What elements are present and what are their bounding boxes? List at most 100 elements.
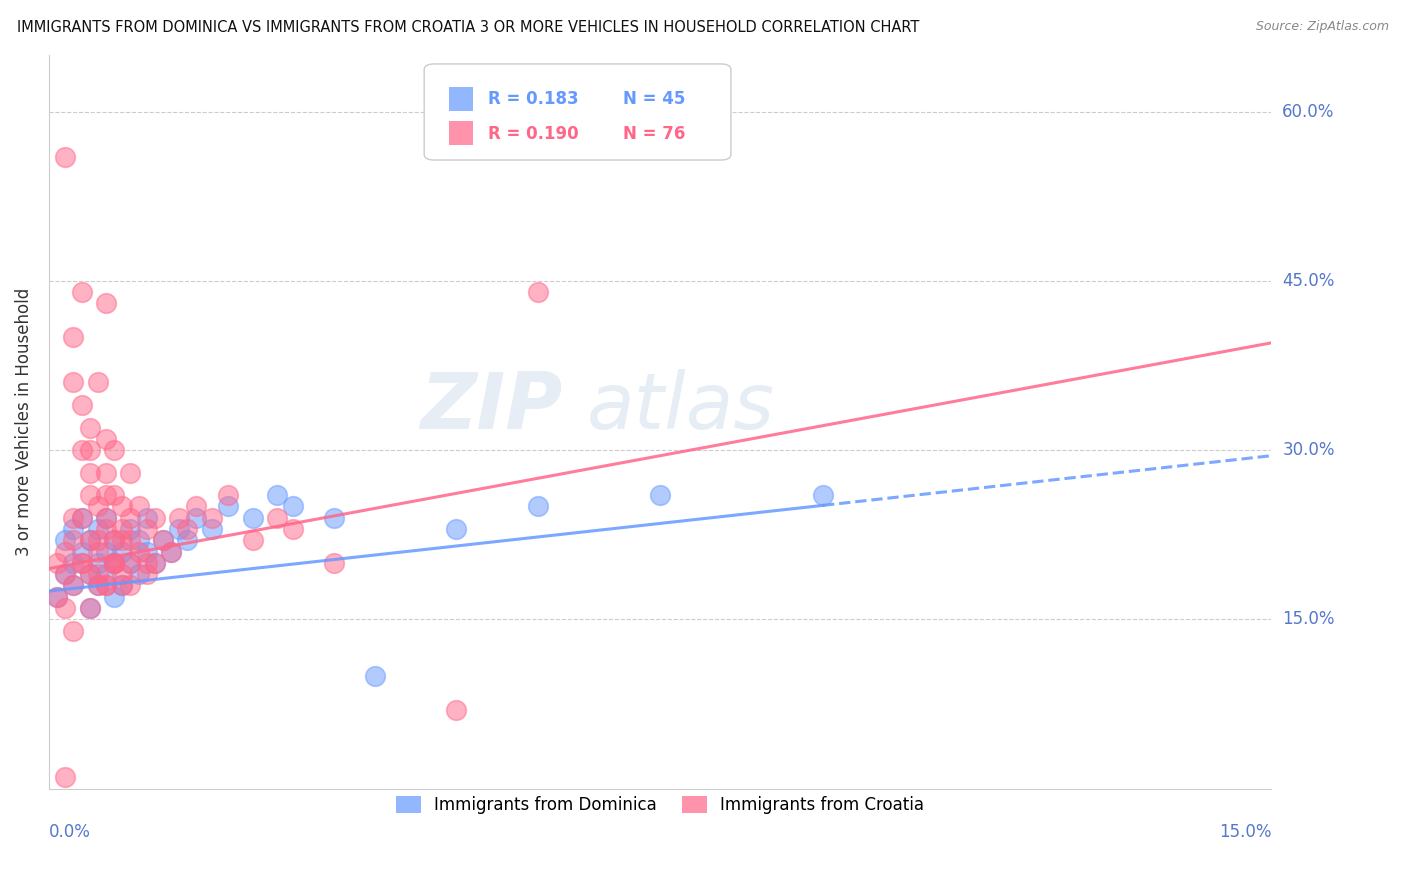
Immigrants from Croatia — [62, 376, 84, 390]
FancyBboxPatch shape — [425, 64, 731, 160]
Immigrants from Croatia — [94, 466, 117, 480]
Immigrants from Croatia — [135, 567, 157, 582]
Immigrants from Dominica — [283, 500, 305, 514]
Immigrants from Croatia — [70, 398, 93, 412]
Immigrants from Croatia — [53, 770, 76, 784]
Immigrants from Croatia — [323, 556, 346, 570]
Text: Source: ZipAtlas.com: Source: ZipAtlas.com — [1256, 20, 1389, 33]
Immigrants from Dominica — [128, 567, 150, 582]
Immigrants from Croatia — [120, 510, 142, 524]
Immigrants from Dominica — [446, 522, 468, 536]
Text: 0.0%: 0.0% — [49, 823, 91, 841]
Immigrants from Croatia — [103, 443, 125, 458]
Immigrants from Croatia — [62, 624, 84, 638]
Immigrants from Dominica — [184, 510, 207, 524]
Immigrants from Dominica — [103, 533, 125, 548]
Immigrants from Croatia — [184, 500, 207, 514]
Immigrants from Croatia — [446, 703, 468, 717]
Immigrants from Dominica — [94, 510, 117, 524]
Immigrants from Croatia — [94, 296, 117, 310]
Immigrants from Dominica — [70, 510, 93, 524]
Immigrants from Croatia — [217, 488, 239, 502]
Immigrants from Croatia — [70, 443, 93, 458]
Text: atlas: atlas — [586, 369, 775, 445]
Immigrants from Croatia — [103, 556, 125, 570]
Immigrants from Dominica — [87, 522, 110, 536]
Immigrants from Dominica — [364, 669, 387, 683]
Immigrants from Dominica — [527, 500, 550, 514]
Immigrants from Croatia — [527, 285, 550, 299]
Immigrants from Croatia — [120, 533, 142, 548]
Immigrants from Croatia — [70, 285, 93, 299]
Text: 60.0%: 60.0% — [1282, 103, 1334, 120]
Immigrants from Croatia — [111, 500, 134, 514]
Immigrants from Croatia — [87, 578, 110, 592]
Immigrants from Dominica — [53, 533, 76, 548]
Immigrants from Dominica — [811, 488, 834, 502]
Immigrants from Croatia — [94, 488, 117, 502]
Immigrants from Croatia — [143, 510, 166, 524]
Immigrants from Croatia — [79, 488, 101, 502]
Immigrants from Croatia — [111, 578, 134, 592]
Bar — [449, 87, 472, 111]
Immigrants from Dominica — [79, 533, 101, 548]
Immigrants from Dominica — [111, 544, 134, 558]
Immigrants from Croatia — [79, 443, 101, 458]
Immigrants from Croatia — [135, 522, 157, 536]
Immigrants from Croatia — [111, 533, 134, 548]
Legend: Immigrants from Dominica, Immigrants from Croatia: Immigrants from Dominica, Immigrants fro… — [389, 789, 931, 821]
Immigrants from Croatia — [128, 500, 150, 514]
Immigrants from Croatia — [143, 556, 166, 570]
Text: N = 76: N = 76 — [623, 125, 686, 143]
Immigrants from Croatia — [94, 510, 117, 524]
Immigrants from Croatia — [79, 533, 101, 548]
Immigrants from Dominica — [103, 556, 125, 570]
Immigrants from Dominica — [135, 544, 157, 558]
Immigrants from Dominica — [176, 533, 198, 548]
Immigrants from Croatia — [87, 544, 110, 558]
Text: ZIP: ZIP — [420, 369, 562, 445]
Immigrants from Dominica — [87, 556, 110, 570]
Immigrants from Croatia — [62, 578, 84, 592]
Immigrants from Dominica — [201, 522, 224, 536]
Immigrants from Croatia — [94, 578, 117, 592]
Immigrants from Croatia — [94, 432, 117, 446]
Text: R = 0.183: R = 0.183 — [488, 90, 578, 108]
Immigrants from Dominica — [53, 567, 76, 582]
Immigrants from Croatia — [128, 544, 150, 558]
Immigrants from Dominica — [62, 578, 84, 592]
Immigrants from Dominica — [323, 510, 346, 524]
Immigrants from Croatia — [152, 533, 174, 548]
Immigrants from Croatia — [176, 522, 198, 536]
Immigrants from Dominica — [648, 488, 671, 502]
Immigrants from Dominica — [266, 488, 288, 502]
Immigrants from Dominica — [62, 522, 84, 536]
Immigrants from Croatia — [87, 567, 110, 582]
Immigrants from Dominica — [87, 578, 110, 592]
Immigrants from Dominica — [79, 601, 101, 615]
Immigrants from Croatia — [242, 533, 264, 548]
Immigrants from Croatia — [79, 601, 101, 615]
Immigrants from Croatia — [46, 590, 69, 604]
Immigrants from Croatia — [160, 544, 183, 558]
Immigrants from Croatia — [94, 522, 117, 536]
Immigrants from Croatia — [103, 533, 125, 548]
Immigrants from Croatia — [70, 556, 93, 570]
Immigrants from Croatia — [103, 556, 125, 570]
Text: 15.0%: 15.0% — [1282, 610, 1334, 628]
Immigrants from Croatia — [53, 150, 76, 164]
Immigrants from Dominica — [217, 500, 239, 514]
Immigrants from Dominica — [103, 590, 125, 604]
Immigrants from Croatia — [201, 510, 224, 524]
Immigrants from Croatia — [283, 522, 305, 536]
Immigrants from Dominica — [94, 567, 117, 582]
Text: 15.0%: 15.0% — [1219, 823, 1271, 841]
Text: 30.0%: 30.0% — [1282, 441, 1334, 459]
Immigrants from Croatia — [87, 533, 110, 548]
Immigrants from Croatia — [87, 376, 110, 390]
Text: N = 45: N = 45 — [623, 90, 686, 108]
Immigrants from Croatia — [103, 488, 125, 502]
Immigrants from Dominica — [143, 556, 166, 570]
Immigrants from Croatia — [120, 466, 142, 480]
Immigrants from Croatia — [70, 556, 93, 570]
